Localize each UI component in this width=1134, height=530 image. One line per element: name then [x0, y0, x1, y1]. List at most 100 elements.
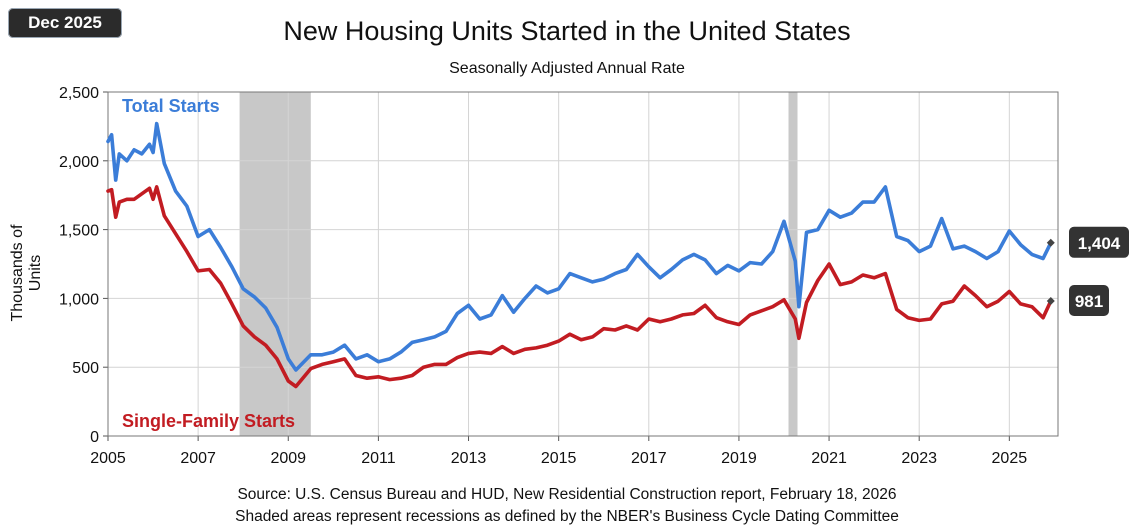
series-0-point-87: [1019, 243, 1022, 246]
housing-starts-chart: 0 500 1,000 1,500 2,000 2,500 2005 2007 2009 2011…: [59, 85, 1129, 467]
series-1-point-10: [163, 214, 166, 217]
series-0-point-42: [523, 297, 526, 300]
series-1-point-71: [839, 283, 842, 286]
series-1-point-16: [230, 302, 233, 305]
series-0-point-8: [151, 151, 154, 154]
series-0-point-43: [535, 284, 538, 287]
series-1-point-55: [670, 317, 673, 320]
series-1-point-13: [197, 269, 200, 272]
series-1-point-73: [861, 273, 864, 276]
series-0-point-7: [148, 143, 151, 146]
series-0-point-30: [388, 357, 391, 360]
series-1-point-87: [1019, 302, 1022, 305]
y-tick-label-2500: 2,500: [59, 85, 99, 102]
series-0-point-17: [242, 287, 245, 290]
series-0-point-14: [208, 228, 211, 231]
series-0-point-85: [996, 250, 999, 253]
series-0-point-75: [884, 185, 887, 188]
series-0-point-27: [354, 357, 357, 360]
series-0-point-52: [636, 253, 639, 256]
series-1-point-21: [287, 379, 290, 382]
series-0-point-71: [839, 216, 842, 219]
series-0-point-58: [704, 258, 707, 261]
series-1-point-41: [512, 352, 515, 355]
series-1-point-26: [343, 357, 346, 360]
series-0-point-69: [816, 228, 819, 231]
series-1-point-17: [242, 324, 245, 327]
series-1-point-23: [309, 367, 312, 370]
end-value-badge-1: [1069, 285, 1109, 317]
chart-subtitle: Seasonally Adjusted Annual Rate: [449, 60, 685, 77]
series-0-point-82: [963, 245, 966, 248]
series-0-point-46: [568, 272, 571, 275]
series-1-point-31: [399, 377, 402, 380]
series-1-point-28: [366, 377, 369, 380]
y-tick-label-0: 0: [90, 429, 99, 446]
x-tick-label-2015: 2015: [541, 450, 577, 467]
series-0-point-65: [782, 220, 785, 223]
x-tick-label-2019: 2019: [721, 450, 757, 467]
series-0-point-20: [275, 326, 278, 329]
series-0-point-0: [106, 140, 109, 143]
series-0-point-86: [1008, 229, 1011, 232]
series-1-point-29: [377, 375, 380, 378]
series-1-point-1: [110, 188, 113, 191]
series-0-point-50: [613, 272, 616, 275]
series-1-point-4: [125, 198, 128, 201]
series-1-point-56: [681, 313, 684, 316]
series-1-point-62: [749, 313, 752, 316]
series-0-point-57: [692, 253, 695, 256]
series-1-point-50: [613, 328, 616, 331]
series-0-point-10: [163, 162, 166, 165]
series-0-point-53: [647, 265, 650, 268]
series-0-point-47: [580, 276, 583, 279]
series-1-point-63: [760, 309, 763, 312]
series-1-point-48: [591, 335, 594, 338]
series-0-point-12: [185, 205, 188, 208]
series-0-point-76: [895, 235, 898, 238]
series-1-point-78: [918, 319, 921, 322]
series-1-point-9: [155, 185, 158, 188]
y-tick-label-2000: 2,000: [59, 154, 99, 171]
series-0-point-34: [433, 335, 436, 338]
series-0-point-39: [489, 313, 492, 316]
series-0-point-49: [602, 278, 605, 281]
series-1-point-43: [535, 346, 538, 349]
series-1-point-44: [546, 344, 549, 347]
series-0-point-78: [918, 250, 921, 253]
series-0-point-25: [332, 350, 335, 353]
series-1-point-68: [805, 301, 808, 304]
series-1-point-51: [625, 324, 628, 327]
series-1-point-5: [133, 198, 136, 201]
series-1-point-65: [782, 298, 785, 301]
series-0-point-3: [118, 152, 121, 155]
series-0-point-51: [625, 268, 628, 271]
series-1-point-12: [185, 250, 188, 253]
series-1-point-83: [974, 294, 977, 297]
series-0-point-41: [512, 311, 515, 314]
series-0-point-68: [805, 231, 808, 234]
series-1-point-89: [1042, 316, 1045, 319]
series-0-point-45: [557, 287, 560, 290]
x-tick-label-2017: 2017: [631, 450, 667, 467]
x-tick-label-2013: 2013: [451, 450, 487, 467]
series-1-point-15: [219, 282, 222, 285]
series-1-point-7: [148, 187, 151, 190]
x-tick-label-2005: 2005: [90, 450, 126, 467]
series-0-point-13: [197, 235, 200, 238]
end-value-label-0: 1,404: [1078, 234, 1121, 253]
series-1-point-30: [388, 378, 391, 381]
plot-frame: [107, 91, 1059, 437]
series-0-point-62: [749, 261, 752, 264]
series-1-point-39: [489, 352, 492, 355]
series-1-point-54: [658, 320, 661, 323]
series-1-point-32: [411, 374, 414, 377]
recession-note: Shaded areas represent recessions as def…: [235, 508, 899, 525]
series-1-point-53: [647, 317, 650, 320]
series-1-point-88: [1030, 305, 1033, 308]
series-1-point-36: [456, 356, 459, 359]
series-1-point-19: [264, 344, 267, 347]
series-0-point-19: [264, 306, 267, 309]
series-0-point-44: [546, 291, 549, 294]
series-0-point-81: [951, 247, 954, 250]
